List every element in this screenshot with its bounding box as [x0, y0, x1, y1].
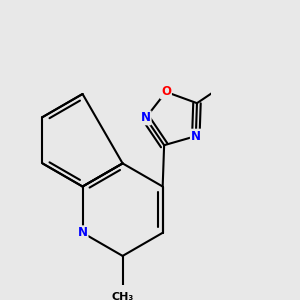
Text: N: N [141, 111, 151, 124]
Text: O: O [161, 85, 171, 98]
Text: N: N [191, 130, 201, 142]
Text: CH₃: CH₃ [112, 292, 134, 300]
Text: N: N [78, 226, 88, 239]
